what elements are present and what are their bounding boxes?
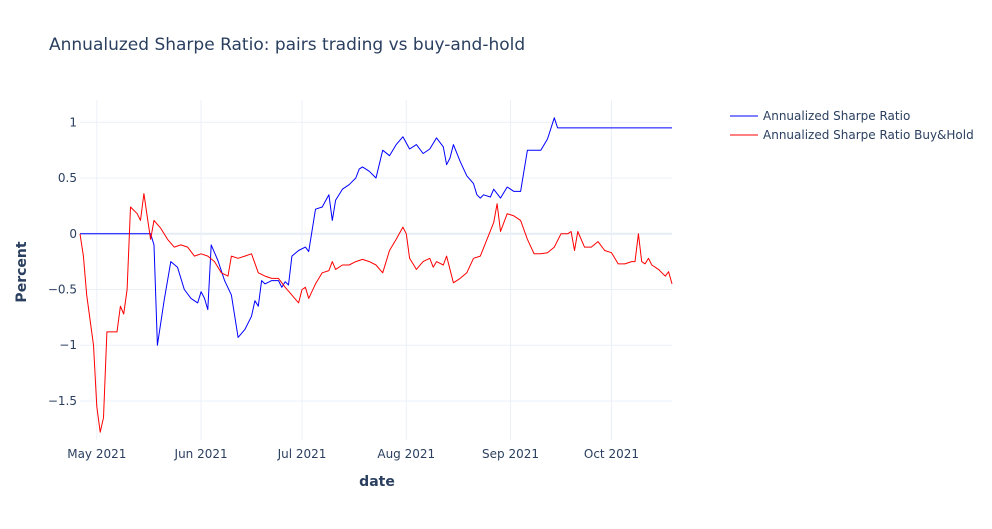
series-line-1	[80, 117, 672, 346]
legend[interactable]: Annualized Sharpe Ratio Annualized Sharpe…	[730, 109, 974, 142]
legend-item-2[interactable]: Annualized Sharpe Ratio Buy&Hold	[730, 128, 974, 142]
x-tick-label: May 2021	[67, 447, 126, 461]
grid	[80, 100, 672, 440]
x-tick-label: Oct 2021	[584, 447, 639, 461]
y-axis-ticks: 1 0.5 0 −0.5 −1 −1.5	[48, 115, 77, 408]
y-tick-label: 0.5	[58, 171, 77, 185]
y-tick-label: −1	[59, 338, 77, 352]
y-tick-label: 1	[69, 115, 77, 129]
y-tick-label: 0	[69, 227, 77, 241]
legend-item-1[interactable]: Annualized Sharpe Ratio	[730, 109, 910, 123]
legend-label: Annualized Sharpe Ratio Buy&Hold	[763, 128, 974, 142]
y-axis-label: Percent	[14, 241, 30, 302]
y-tick-label: −0.5	[48, 283, 77, 297]
x-tick-label: Sep 2021	[482, 447, 539, 461]
x-tick-label: Aug 2021	[377, 447, 435, 461]
x-axis-ticks: May 2021 Jun 2021 Jul 2021 Aug 2021 Sep 2021…	[67, 447, 639, 461]
x-tick-label: Jun 2021	[174, 447, 228, 461]
y-tick-label: −1.5	[48, 394, 77, 408]
x-axis-label: date	[359, 474, 395, 490]
chart-title: Annualuzed Sharpe Ratio: pairs trading v…	[49, 35, 525, 55]
legend-label: Annualized Sharpe Ratio	[763, 109, 910, 123]
x-tick-label: Jul 2021	[277, 447, 327, 461]
series-line-2	[79, 193, 673, 433]
series-lines	[79, 117, 673, 433]
